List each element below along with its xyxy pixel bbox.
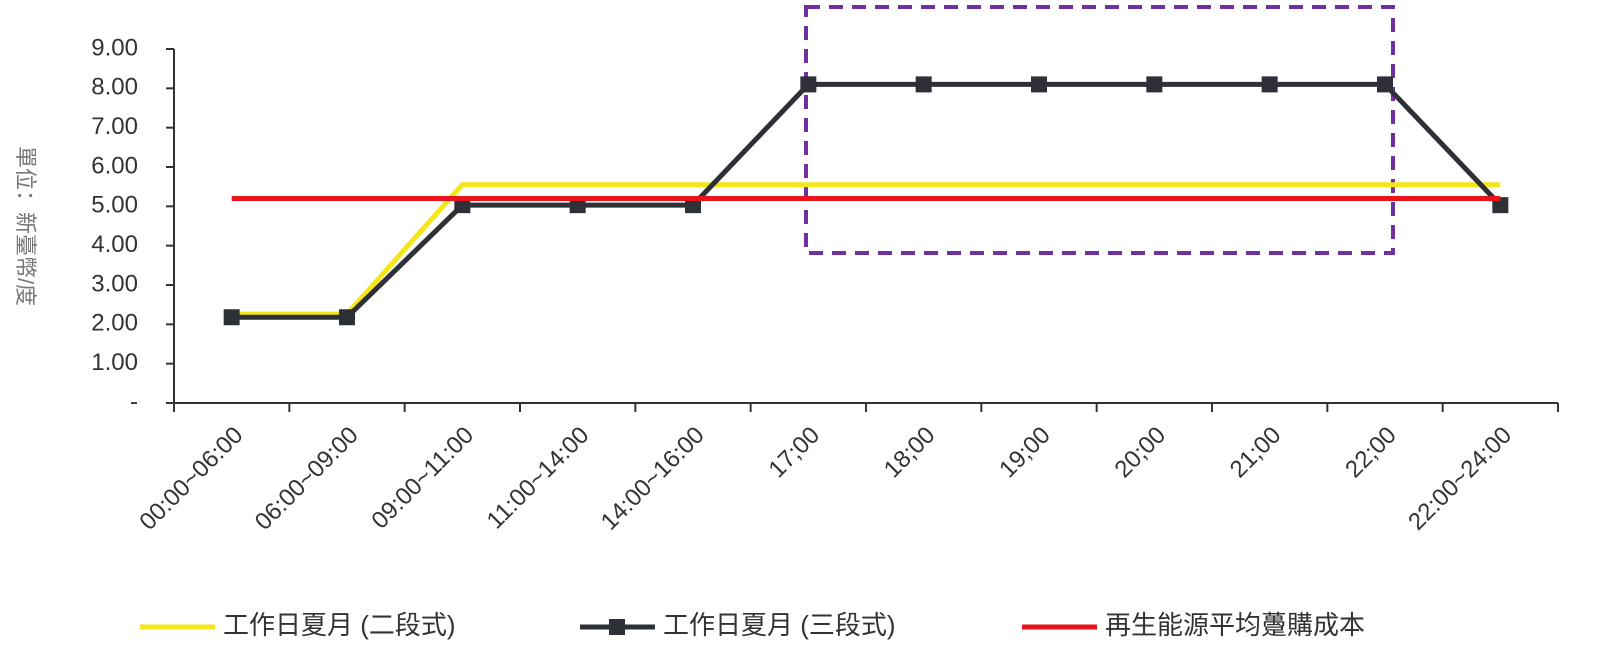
x-tick-label: 20;00 <box>1109 422 1171 484</box>
x-tick-label: 18;00 <box>879 422 941 484</box>
marker <box>223 309 240 326</box>
x-tick-label: 06:00~09:00 <box>250 422 364 536</box>
y-tick-label: 6.00 <box>91 152 138 179</box>
marker <box>339 309 355 326</box>
marker <box>454 197 471 214</box>
series-line <box>231 81 1503 320</box>
legend-label: 再生能源平均躉購成本 <box>1105 610 1365 640</box>
legend-marker <box>609 619 625 635</box>
y-axis-label: 單位：新臺幣/度 <box>13 146 38 306</box>
marker <box>569 197 586 214</box>
y-tick-label: 8.00 <box>91 74 138 101</box>
marker <box>685 197 701 214</box>
x-tick-label: 21;00 <box>1225 422 1287 484</box>
y-tick-label: 3.00 <box>91 270 138 297</box>
marker <box>915 76 932 93</box>
marker <box>1261 76 1278 93</box>
x-tick-label: 14:00~16:00 <box>596 422 710 536</box>
x-tick-label: 09:00~11:00 <box>366 422 479 535</box>
y-tick-label: - <box>130 388 138 415</box>
x-tick-label: 11:00~14:00 <box>482 422 595 535</box>
x-tick-label: 17;00 <box>763 422 825 484</box>
legend-label: 工作日夏月 (三段式) <box>663 610 896 640</box>
marker <box>800 76 817 93</box>
y-tick-label: 1.00 <box>91 349 138 376</box>
y-tick-label: 9.00 <box>91 34 138 61</box>
marker <box>1377 76 1393 93</box>
y-tick-label: 2.00 <box>91 310 138 337</box>
x-tick-label: 22;00 <box>1340 422 1402 484</box>
y-tick-label: 7.00 <box>91 113 138 140</box>
marker <box>1492 197 1509 214</box>
x-tick-label: 19;00 <box>994 422 1056 484</box>
x-tick-label: 22:00~24:00 <box>1403 422 1517 536</box>
y-tick-label: 5.00 <box>91 192 138 219</box>
highlight-box <box>804 5 1395 255</box>
marker <box>1146 76 1163 93</box>
y-tick-label: 4.00 <box>91 231 138 258</box>
legend-label: 工作日夏月 (二段式) <box>223 610 456 640</box>
series-line <box>231 182 1501 317</box>
marker <box>1031 76 1047 93</box>
x-tick-label: 00:00~06:00 <box>134 422 248 536</box>
